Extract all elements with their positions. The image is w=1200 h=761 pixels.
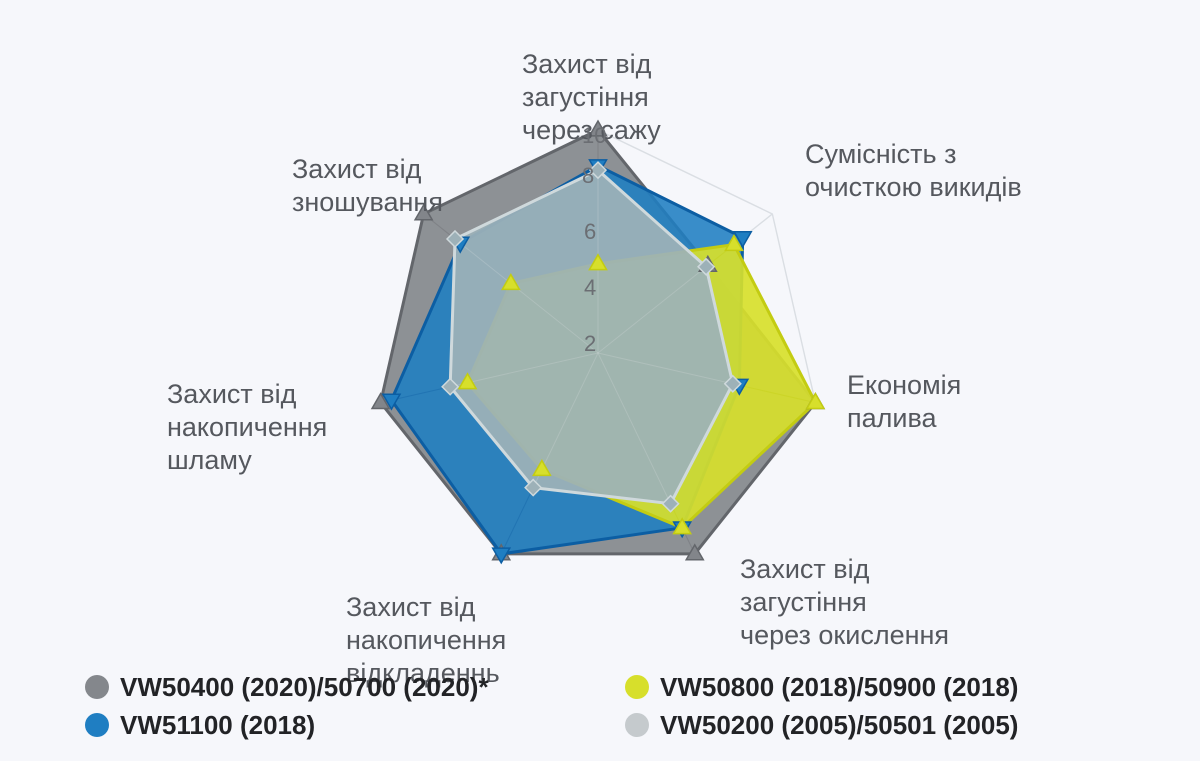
svg-text:4: 4	[584, 275, 596, 300]
svg-text:6: 6	[584, 219, 596, 244]
svg-text:8: 8	[582, 163, 594, 188]
svg-text:через окислення: через окислення	[740, 620, 949, 650]
svg-text:2: 2	[584, 331, 596, 356]
svg-text:загустіння: загустіння	[522, 82, 649, 112]
svg-text:Економія: Економія	[847, 370, 961, 400]
svg-text:Захист від: Захист від	[522, 49, 652, 79]
svg-text:VW50200 (2005)/50501 (2005): VW50200 (2005)/50501 (2005)	[660, 710, 1018, 740]
svg-text:Сумісність з: Сумісність з	[805, 139, 956, 169]
svg-text:Захист від: Захист від	[346, 592, 476, 622]
svg-text:палива: палива	[847, 403, 938, 433]
svg-text:VW51100 (2018): VW51100 (2018)	[120, 710, 315, 740]
svg-text:VW50400 (2020)/50700 (2020)*: VW50400 (2020)/50700 (2020)*	[120, 672, 489, 702]
svg-text:10: 10	[582, 123, 606, 148]
svg-text:Захист від: Захист від	[167, 379, 297, 409]
svg-text:шламу: шламу	[167, 445, 252, 475]
svg-text:очисткою викидів: очисткою викидів	[805, 172, 1022, 202]
svg-text:VW50800 (2018)/50900 (2018): VW50800 (2018)/50900 (2018)	[660, 672, 1018, 702]
svg-text:Захист від: Захист від	[292, 154, 422, 184]
svg-text:загустіння: загустіння	[740, 587, 867, 617]
svg-text:зношування: зношування	[292, 187, 443, 217]
svg-text:Захист від: Захист від	[740, 554, 870, 584]
svg-text:накопичення: накопичення	[346, 625, 506, 655]
svg-text:накопичення: накопичення	[167, 412, 327, 442]
